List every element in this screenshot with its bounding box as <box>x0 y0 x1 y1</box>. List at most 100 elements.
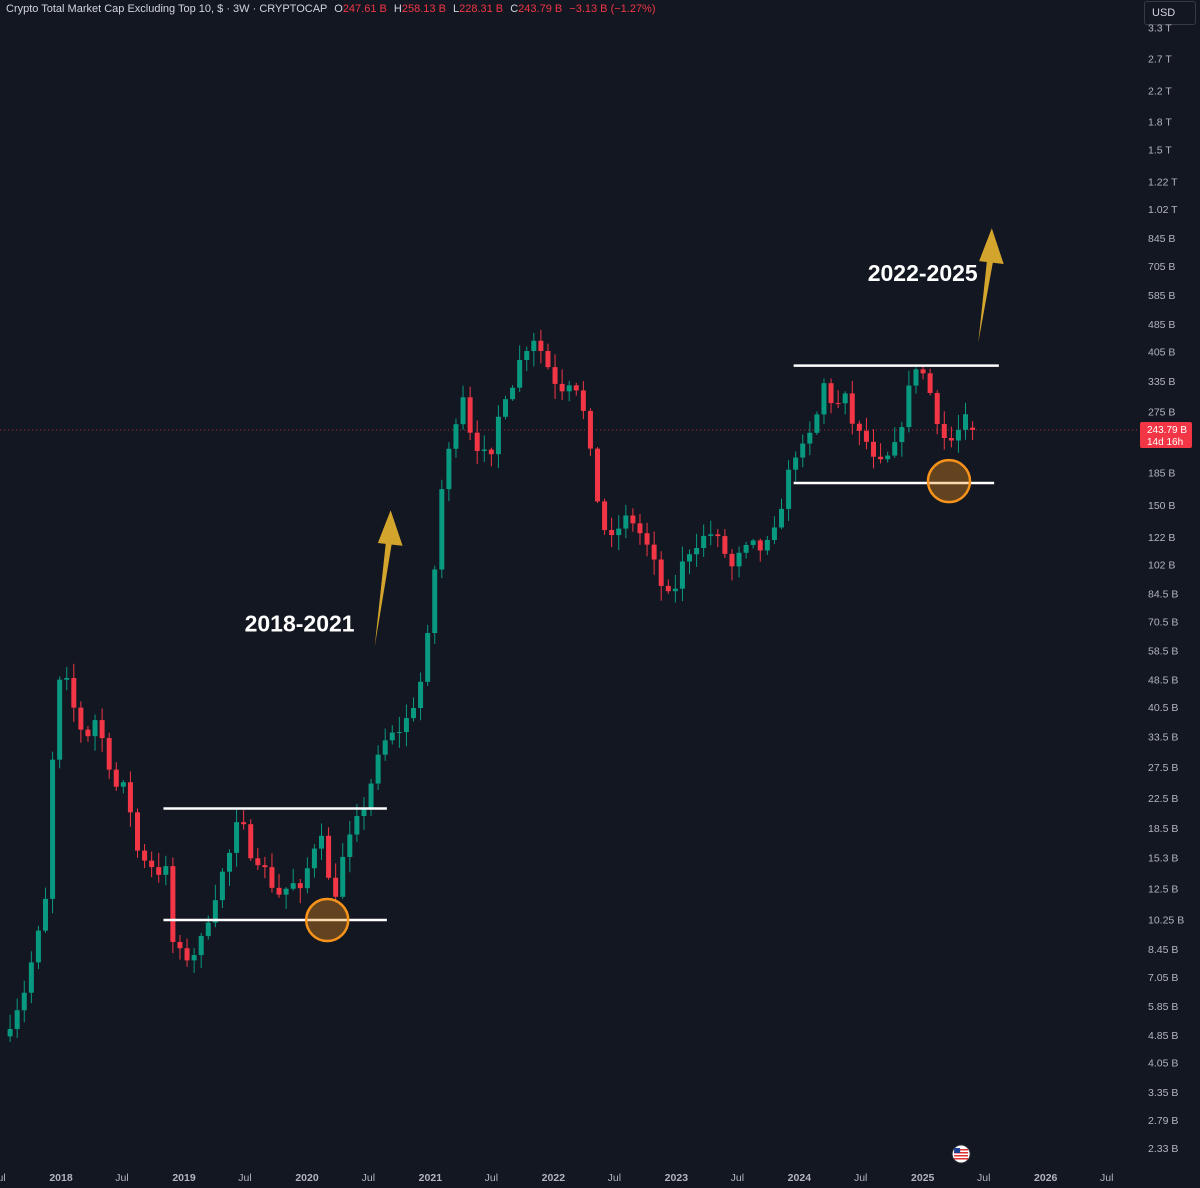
candle-body <box>941 424 947 439</box>
candle-body <box>354 816 360 835</box>
candle-body <box>212 900 218 923</box>
candle-body <box>78 707 84 730</box>
candle-body <box>85 729 91 737</box>
y-tick-label: 705 B <box>1148 261 1175 273</box>
candle-body <box>906 385 912 428</box>
y-tick-label: 40.5 B <box>1148 702 1178 714</box>
y-tick-label: 12.5 B <box>1148 884 1178 896</box>
candle-body <box>304 868 310 889</box>
y-tick-label: 485 B <box>1148 319 1175 331</box>
candle-body <box>467 397 473 433</box>
y-tick-label: 1.8 T <box>1148 116 1172 128</box>
x-tick-label: Jul <box>0 1172 6 1184</box>
x-tick-label: Jul <box>238 1172 251 1184</box>
candle-body <box>106 738 112 770</box>
symbol-title: Crypto Total Market Cap Excluding Top 10… <box>6 3 328 15</box>
candle-body <box>736 552 742 567</box>
y-tick-label: 3.35 B <box>1148 1087 1178 1099</box>
candle-body <box>64 678 70 680</box>
candle-body <box>743 544 749 553</box>
candle-body <box>566 385 572 392</box>
x-tick-label: 2018 <box>49 1172 73 1184</box>
y-tick-label: 22.5 B <box>1148 793 1178 805</box>
y-tick-label: 4.05 B <box>1148 1058 1178 1070</box>
y-tick-label: 7.05 B <box>1148 972 1178 984</box>
candle-body <box>934 393 940 425</box>
y-tick-label: 102 B <box>1148 560 1175 572</box>
candle-body <box>595 448 601 502</box>
y-tick-label: 122 B <box>1148 532 1175 544</box>
candle-body <box>248 824 254 859</box>
candle-body <box>227 852 232 872</box>
candle-body <box>446 448 452 490</box>
highlight-circles <box>304 458 972 943</box>
candle-body <box>7 1029 13 1037</box>
highlight-circle <box>304 897 350 943</box>
candle-body <box>21 992 27 1011</box>
candle-body <box>297 883 303 889</box>
candle-body <box>219 871 225 901</box>
time-axis[interactable]: 2018 Jul 2019 Jul 2020 Jul 2021 Jul 2022 Jul 2023 J… <box>0 1172 1113 1184</box>
x-tick-label: 2025 <box>911 1172 935 1184</box>
close-value: 243.79 B <box>518 3 563 15</box>
candle-body <box>948 438 954 441</box>
candle-body <box>927 373 933 394</box>
candle-body <box>573 385 579 391</box>
up-arrow-icon <box>374 510 403 647</box>
candle-body <box>771 527 777 540</box>
candle-body <box>842 393 848 404</box>
candle-body <box>510 387 516 400</box>
candle-body <box>42 898 48 931</box>
x-tick-label: 2019 <box>172 1172 196 1184</box>
y-tick-label: 2.33 B <box>1148 1143 1178 1155</box>
x-tick-label: 2021 <box>419 1172 443 1184</box>
candle-body <box>241 822 247 825</box>
candle-body <box>113 769 119 787</box>
candle-body <box>375 754 381 784</box>
candle-body <box>333 877 339 897</box>
candle-body <box>361 808 367 817</box>
x-tick-label: Jul <box>485 1172 498 1184</box>
period-label: 2018-2021 <box>245 611 355 637</box>
candle-body <box>432 569 438 634</box>
price-tag-box <box>1140 422 1192 448</box>
candle-body <box>396 732 402 734</box>
annotation-labels: 2018-2021 2022-2025 <box>245 260 978 637</box>
candle-body <box>658 559 664 586</box>
candle-body <box>418 681 424 709</box>
candle-body <box>439 489 445 570</box>
us-flag-icon <box>951 1144 971 1164</box>
candle-body <box>665 585 671 592</box>
candle-body <box>403 718 409 733</box>
y-tick-label: 33.5 B <box>1148 731 1178 743</box>
currency-button[interactable]: USD <box>1144 1 1196 25</box>
candle-body <box>156 867 162 875</box>
candle-body <box>71 678 77 708</box>
price-axis[interactable]: 3.3 T 2.7 T 2.2 T 1.8 T 1.5 T 1.22 T 1.02 T 845… <box>1148 23 1184 1155</box>
candle-body <box>205 922 211 936</box>
candle-body <box>92 720 98 737</box>
candle-body <box>715 534 721 537</box>
candle-body <box>899 427 905 443</box>
candle-body <box>347 834 353 857</box>
candle-body <box>637 523 643 534</box>
candle-body <box>849 393 855 424</box>
candle-body <box>920 369 926 374</box>
flag-stripe <box>954 1155 969 1157</box>
close-label: C <box>510 3 519 15</box>
candle-body <box>120 782 126 787</box>
y-tick-label: 27.5 B <box>1148 762 1178 774</box>
y-tick-label: 15.3 B <box>1148 852 1178 864</box>
candle-body <box>57 679 63 760</box>
flag-stripe <box>954 1158 969 1160</box>
candle-body <box>283 888 289 895</box>
candle-body <box>453 424 459 449</box>
y-tick-label: 845 B <box>1148 233 1175 245</box>
candle-body <box>14 1010 20 1030</box>
y-tick-label: 275 B <box>1148 406 1175 418</box>
y-tick-label: 4.85 B <box>1148 1030 1178 1042</box>
candle-body <box>134 812 140 851</box>
y-tick-label: 58.5 B <box>1148 645 1178 657</box>
candle-body <box>970 427 976 430</box>
